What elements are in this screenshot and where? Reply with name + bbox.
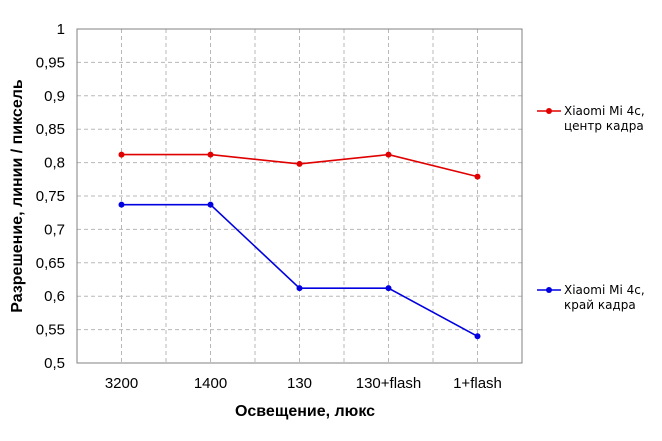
legend-label: Xiaomi Mi 4c, — [564, 104, 645, 118]
x-tick-label: 130 — [287, 375, 312, 392]
x-axis-title: Освещение, люкс — [235, 403, 375, 420]
data-point — [118, 151, 125, 158]
x-tick-label: 3200 — [105, 375, 138, 392]
x-tick-labels: 3200 1400 130 130+flash 1+flash — [105, 375, 502, 392]
x-tick-label: 1400 — [194, 375, 227, 392]
series-lines — [118, 151, 481, 340]
y-tick-label: 0,65 — [36, 255, 65, 272]
x-tick-label: 1+flash — [453, 375, 502, 392]
data-point — [385, 151, 392, 158]
plot-area-frame — [76, 28, 523, 364]
data-point — [296, 160, 303, 167]
legend-label: край кадра — [564, 298, 636, 312]
data-point — [474, 173, 481, 180]
y-tick-label: 0,6 — [44, 288, 65, 305]
y-tick-labels: 1 0,95 0,9 0,85 0,8 0,75 0,7 0,65 0,6 0,55 0,5 — [36, 21, 65, 372]
legend-swatch-marker — [546, 287, 552, 293]
y-tick-label: 0,95 — [36, 54, 65, 71]
data-point — [474, 333, 481, 340]
y-tick-label: 0,5 — [44, 355, 65, 372]
legend-swatch-marker — [546, 108, 552, 114]
data-point — [118, 201, 125, 208]
y-tick-label: 0,8 — [44, 155, 65, 172]
y-tick-label: 0,75 — [36, 188, 65, 205]
y-tick-label: 0,55 — [36, 322, 65, 339]
y-axis-title: Разрешение, линии / пиксель — [9, 79, 26, 313]
data-point — [207, 151, 214, 158]
y-tick-label: 0,9 — [44, 88, 65, 105]
y-tick-label: 0,85 — [36, 121, 65, 138]
data-point — [385, 285, 392, 292]
y-tick-label: 0,7 — [44, 221, 65, 238]
legend-label: Xiaomi Mi 4c, — [564, 283, 645, 297]
legend-label: центр кадра — [564, 119, 644, 133]
data-point — [207, 201, 214, 208]
y-tick-label: 1 — [57, 21, 65, 38]
x-tick-label: 130+flash — [356, 375, 421, 392]
data-point — [296, 285, 303, 292]
grid-lines — [77, 29, 522, 363]
